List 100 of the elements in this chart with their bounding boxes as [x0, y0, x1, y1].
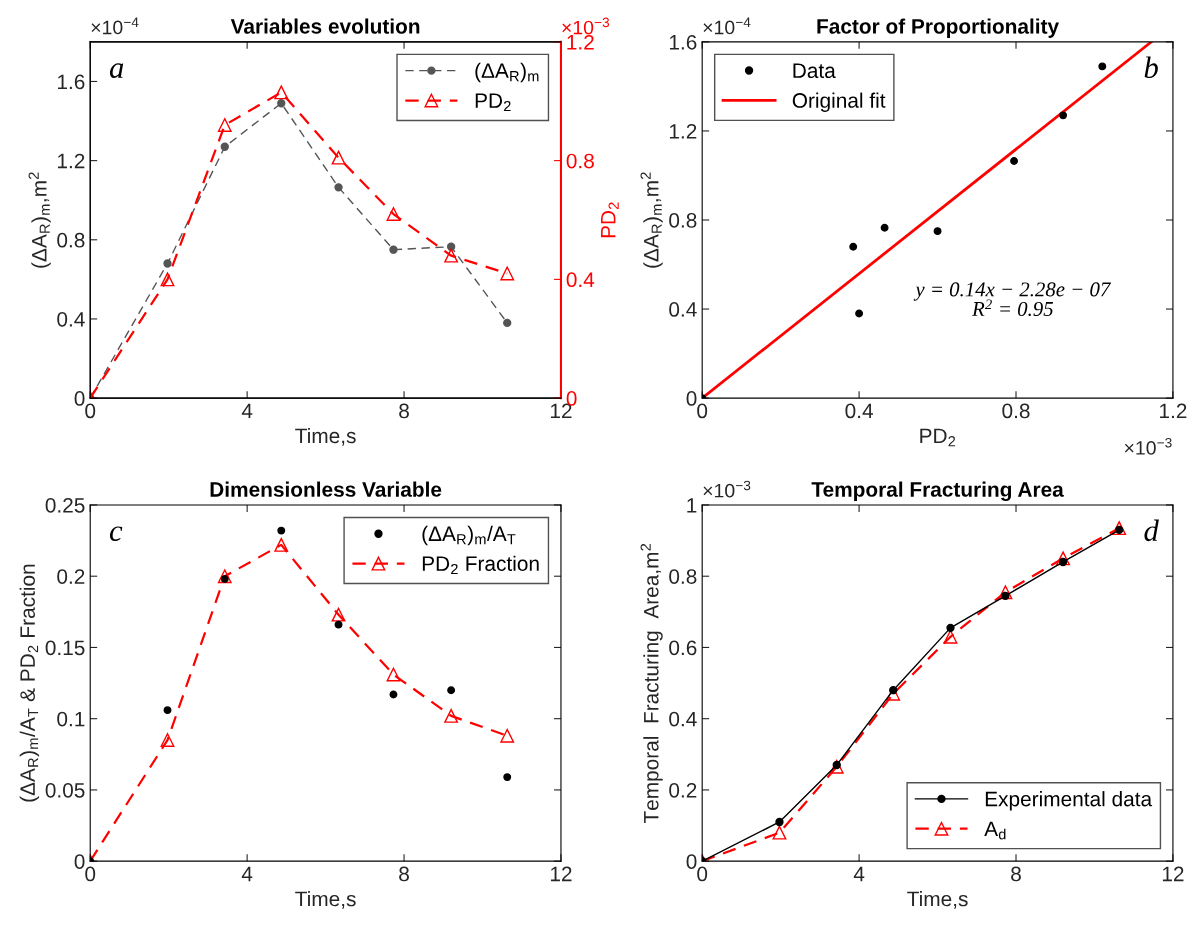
point	[503, 773, 512, 782]
x-tick-label: 8	[399, 403, 409, 419]
point	[880, 223, 889, 232]
point	[855, 309, 864, 318]
text: ×10$^{−3}$	[703, 480, 751, 498]
point	[1059, 111, 1068, 120]
legend-label: A$_{d}$	[984, 821, 1006, 840]
y-axis-title: (ΔA$_{R}$)$_{m}$,m$^{2}$	[640, 172, 663, 268]
legend-label: Original fit	[792, 92, 886, 112]
y-tick-label: 0.6	[669, 640, 697, 656]
annotation: b	[1144, 56, 1158, 79]
annotation: c	[110, 526, 123, 542]
y-tick-label: 1.6	[669, 34, 697, 50]
x-axis-title: Time,s	[907, 891, 968, 909]
y-tick-label: 1.2	[57, 153, 85, 169]
y-tick-label: 0.4	[669, 302, 697, 317]
point	[829, 759, 844, 774]
point	[943, 629, 958, 644]
point	[331, 150, 346, 165]
point	[217, 569, 232, 584]
x-tick-label: 12	[550, 866, 572, 882]
chart-title: Factor of Proportionality	[817, 18, 1059, 38]
point	[1098, 62, 1107, 71]
point	[389, 245, 398, 254]
x-tick-label: 1.2	[1160, 403, 1187, 419]
point	[889, 686, 898, 695]
legend-label: (ΔA$_{R}$)$_{m}$	[475, 62, 539, 83]
point	[334, 620, 343, 629]
legend-label: Experimental data	[985, 791, 1153, 811]
point	[775, 817, 784, 827]
point	[160, 733, 175, 748]
y-tick-label: 0.2	[57, 569, 85, 584]
y2-axis-title: PD$_{2}$	[601, 202, 619, 238]
point	[1056, 551, 1071, 566]
legend-label: PD$_{2}$ Fraction	[422, 555, 539, 575]
text: ×10$^{−4}$	[703, 17, 751, 35]
y-tick-label: 1.2	[669, 123, 697, 139]
point	[331, 607, 346, 622]
point	[334, 183, 343, 192]
x-tick-label: 8	[1011, 866, 1021, 882]
y-tick-label: 0.2	[669, 782, 697, 798]
point	[220, 142, 229, 151]
point	[444, 248, 459, 263]
chart-title: Temporal Fracturing Area	[811, 481, 1064, 502]
y-tick-label: 1.6	[57, 74, 85, 90]
point	[447, 686, 456, 695]
point	[160, 272, 175, 287]
legend-label: (ΔA$_{R}$)$_{m}$/A$_{T}$	[422, 525, 516, 546]
y-tick-label: 1	[687, 498, 697, 513]
x-axis-title: Time,s	[295, 427, 356, 446]
point	[500, 728, 515, 743]
point	[1112, 521, 1127, 536]
y2-tick-label: 0.8	[566, 153, 594, 169]
y-tick-label: 0	[686, 854, 697, 869]
point	[217, 118, 232, 132]
y2-tick-label: 1.2	[567, 34, 594, 50]
x-axis-title: Time,s	[295, 891, 356, 909]
y-tick-label: 0.25	[45, 497, 85, 513]
annotation: a	[109, 63, 124, 79]
y-tick-label: 0.4	[57, 311, 85, 327]
text: (ΔA$_{R}$)$_{m}$/A$_{T}$ & PD$_{2}$ Fraction	[19, 564, 40, 802]
y2-tick-label: 0.4	[566, 272, 595, 288]
y-tick-label: 0.8	[57, 232, 85, 248]
x-tick-label: 0	[697, 403, 708, 419]
chart-title: Variables evolution	[230, 18, 420, 34]
y-tick-label: 0.05	[45, 782, 85, 798]
x-axis-title: PD$_{2}$	[920, 428, 956, 447]
x-tick-label: 8	[399, 866, 409, 882]
point	[163, 706, 172, 715]
point	[946, 623, 955, 633]
point	[772, 825, 787, 840]
y-axis-title: Temporal Fracturing Area,m$^{2}$	[640, 543, 663, 824]
point	[277, 99, 286, 108]
point	[277, 526, 286, 535]
annotation: R$^{2}$ = 0.95	[971, 299, 1054, 317]
point	[500, 266, 515, 281]
y-tick-label: 0.8	[669, 569, 697, 584]
point	[389, 690, 398, 699]
y-tick-label: 0.1	[57, 711, 85, 727]
point	[274, 85, 289, 100]
annotation: d	[1144, 519, 1159, 542]
text: ×10$^{−3}$	[562, 17, 610, 35]
y-tick-label: 0.8	[669, 213, 697, 228]
point	[274, 537, 289, 552]
text: ×10$^{−3}$	[1124, 437, 1172, 455]
y-tick-label: 0	[74, 391, 85, 406]
point	[163, 259, 172, 268]
point	[446, 242, 456, 251]
point	[386, 667, 401, 682]
point	[503, 318, 512, 328]
point	[386, 207, 401, 222]
x-tick-label: 4	[241, 403, 253, 419]
x-tick-label: 4	[241, 866, 253, 882]
text: ×10$^{−4}$	[91, 17, 139, 35]
x-tick-label: 0	[697, 866, 708, 882]
x-tick-label: 0.4	[845, 403, 873, 419]
x-tick-label: 12	[1162, 866, 1184, 882]
legend-label: PD$_{2}$	[475, 93, 511, 112]
x-tick-label: 0	[85, 403, 96, 419]
x-tick-label: 0	[85, 866, 96, 882]
